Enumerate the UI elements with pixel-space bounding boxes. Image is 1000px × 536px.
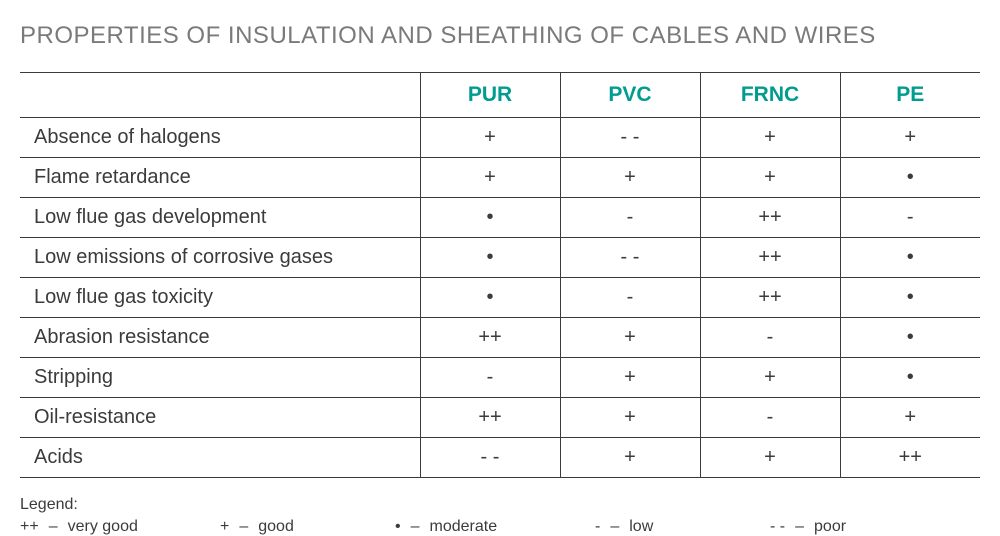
cell: - bbox=[700, 318, 840, 358]
table-body: Absence of halogens + - - + + Flame reta… bbox=[20, 118, 980, 478]
legend-item: - – low bbox=[595, 518, 770, 536]
table-row: Flame retardance + + + • bbox=[20, 158, 980, 198]
row-label: Oil-resistance bbox=[20, 398, 420, 438]
legend-sep: – bbox=[49, 518, 58, 536]
cell: - bbox=[420, 358, 560, 398]
legend-text: moderate bbox=[430, 518, 498, 536]
legend-text: good bbox=[258, 518, 294, 536]
legend-sep: – bbox=[411, 518, 420, 536]
table-header-blank bbox=[20, 73, 420, 118]
legend-sep: – bbox=[239, 518, 248, 536]
legend-item: ++ – very good bbox=[20, 518, 220, 536]
row-label: Acids bbox=[20, 438, 420, 478]
row-label: Low emissions of corrosive gases bbox=[20, 238, 420, 278]
legend-sep: – bbox=[610, 518, 619, 536]
cell: + bbox=[840, 398, 980, 438]
legend-sep: – bbox=[795, 518, 804, 536]
cell: - - bbox=[420, 438, 560, 478]
table-row: Low flue gas development • - ++ - bbox=[20, 198, 980, 238]
row-label: Low flue gas development bbox=[20, 198, 420, 238]
cell: + bbox=[840, 118, 980, 158]
table-header-frnc: FRNC bbox=[700, 73, 840, 118]
cell: + bbox=[560, 318, 700, 358]
table-row: Abrasion resistance ++ + - • bbox=[20, 318, 980, 358]
cell: • bbox=[840, 358, 980, 398]
legend-item: + – good bbox=[220, 518, 395, 536]
cell: + bbox=[700, 438, 840, 478]
legend-text: poor bbox=[814, 518, 846, 536]
row-label: Abrasion resistance bbox=[20, 318, 420, 358]
legend-item: - - – poor bbox=[770, 518, 920, 536]
table-row: Oil-resistance ++ + - + bbox=[20, 398, 980, 438]
cell: ++ bbox=[700, 278, 840, 318]
legend-symbol: - bbox=[595, 518, 600, 536]
table-row: Acids - - + + ++ bbox=[20, 438, 980, 478]
table-header-row: PUR PVC FRNC PE bbox=[20, 73, 980, 118]
row-label: Absence of halogens bbox=[20, 118, 420, 158]
cell: • bbox=[840, 238, 980, 278]
cell: + bbox=[420, 118, 560, 158]
cell: + bbox=[700, 358, 840, 398]
table-row: Stripping - + + • bbox=[20, 358, 980, 398]
cell: ++ bbox=[700, 238, 840, 278]
cell: ++ bbox=[420, 398, 560, 438]
cell: + bbox=[560, 438, 700, 478]
cell: + bbox=[420, 158, 560, 198]
row-label: Low flue gas toxicity bbox=[20, 278, 420, 318]
cell: • bbox=[420, 278, 560, 318]
cell: ++ bbox=[840, 438, 980, 478]
legend-symbol: + bbox=[220, 518, 229, 536]
row-label: Stripping bbox=[20, 358, 420, 398]
legend-item: • – moderate bbox=[395, 518, 595, 536]
legend-row: ++ – very good + – good • – moderate - –… bbox=[20, 518, 980, 536]
legend-text: very good bbox=[68, 518, 138, 536]
cell: + bbox=[700, 158, 840, 198]
legend-text: low bbox=[629, 518, 653, 536]
cell: ++ bbox=[420, 318, 560, 358]
legend-symbol: - - bbox=[770, 518, 785, 536]
legend: Legend: ++ – very good + – good • – mode… bbox=[20, 496, 980, 536]
cell: • bbox=[840, 278, 980, 318]
cell: ++ bbox=[700, 198, 840, 238]
cell: • bbox=[840, 158, 980, 198]
table-row: Low emissions of corrosive gases • - - +… bbox=[20, 238, 980, 278]
cell: - - bbox=[560, 118, 700, 158]
table-header-pe: PE bbox=[840, 73, 980, 118]
legend-title: Legend: bbox=[20, 496, 980, 514]
table-row: Low flue gas toxicity • - ++ • bbox=[20, 278, 980, 318]
row-label: Flame retardance bbox=[20, 158, 420, 198]
cell: + bbox=[700, 118, 840, 158]
cell: + bbox=[560, 358, 700, 398]
table-header-pvc: PVC bbox=[560, 73, 700, 118]
cell: - - bbox=[560, 238, 700, 278]
table-header-pur: PUR bbox=[420, 73, 560, 118]
cell: + bbox=[560, 398, 700, 438]
cell: • bbox=[420, 198, 560, 238]
page-title: PROPERTIES OF INSULATION AND SHEATHING O… bbox=[20, 22, 980, 50]
legend-symbol: • bbox=[395, 518, 401, 536]
cell: • bbox=[420, 238, 560, 278]
cell: - bbox=[700, 398, 840, 438]
legend-symbol: ++ bbox=[20, 518, 39, 536]
cell: • bbox=[840, 318, 980, 358]
properties-table: PUR PVC FRNC PE Absence of halogens + - … bbox=[20, 72, 980, 478]
cell: - bbox=[560, 278, 700, 318]
cell: - bbox=[840, 198, 980, 238]
cell: - bbox=[560, 198, 700, 238]
table-row: Absence of halogens + - - + + bbox=[20, 118, 980, 158]
cell: + bbox=[560, 158, 700, 198]
